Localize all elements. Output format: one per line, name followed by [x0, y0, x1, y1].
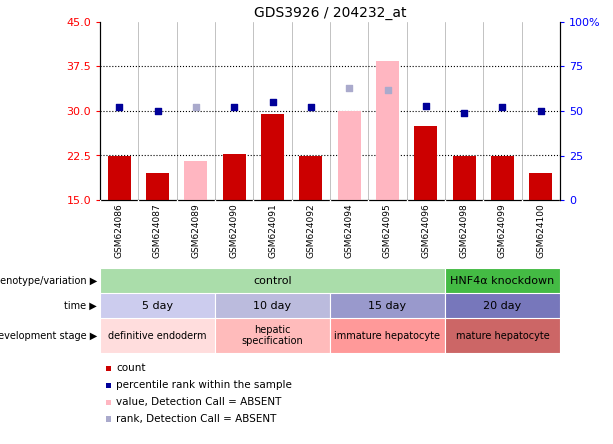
Text: definitive endoderm: definitive endoderm: [109, 330, 207, 341]
Text: 15 day: 15 day: [368, 301, 406, 310]
Bar: [452, 155, 476, 200]
Point: [536, 107, 546, 115]
Point: [191, 104, 200, 111]
Bar: [445, 318, 560, 353]
Bar: [185, 162, 207, 200]
Text: GSM624086: GSM624086: [115, 203, 124, 258]
Point: [306, 104, 316, 111]
Text: count: count: [116, 364, 146, 373]
Bar: [223, 155, 246, 200]
Point: [229, 104, 239, 111]
Text: GSM624099: GSM624099: [498, 203, 507, 258]
Bar: [530, 173, 552, 200]
Point: [345, 84, 354, 91]
Bar: [108, 155, 131, 200]
Point: [421, 102, 431, 109]
Text: percentile rank within the sample: percentile rank within the sample: [116, 381, 292, 390]
Text: mature hepatocyte: mature hepatocyte: [455, 330, 549, 341]
Bar: [330, 293, 445, 318]
Bar: [100, 268, 445, 293]
Point: [459, 109, 469, 116]
Text: 20 day: 20 day: [484, 301, 522, 310]
Text: GSM624087: GSM624087: [153, 203, 162, 258]
Text: control: control: [253, 275, 292, 285]
Bar: [491, 155, 514, 200]
Bar: [215, 293, 330, 318]
Text: genotype/variation ▶: genotype/variation ▶: [0, 275, 97, 285]
Point: [498, 104, 508, 111]
Text: 10 day: 10 day: [253, 301, 292, 310]
Point: [114, 104, 124, 111]
Bar: [445, 293, 560, 318]
Text: GSM624091: GSM624091: [268, 203, 277, 258]
Text: GSM624096: GSM624096: [421, 203, 430, 258]
Bar: [330, 318, 445, 353]
Text: time ▶: time ▶: [64, 301, 97, 310]
Text: HNF4α knockdown: HNF4α knockdown: [451, 275, 555, 285]
Bar: [100, 293, 215, 318]
Text: hepatic
specification: hepatic specification: [242, 325, 303, 346]
Bar: [261, 114, 284, 200]
Text: 5 day: 5 day: [142, 301, 173, 310]
Bar: [445, 268, 560, 293]
Point: [268, 99, 278, 106]
Bar: [100, 318, 215, 353]
Bar: [414, 126, 437, 200]
Text: development stage ▶: development stage ▶: [0, 330, 97, 341]
Point: [383, 86, 392, 93]
Text: GSM624100: GSM624100: [536, 203, 546, 258]
Text: GSM624089: GSM624089: [191, 203, 200, 258]
Text: rank, Detection Call = ABSENT: rank, Detection Call = ABSENT: [116, 414, 276, 424]
Title: GDS3926 / 204232_at: GDS3926 / 204232_at: [254, 6, 406, 20]
Text: immature hepatocyte: immature hepatocyte: [335, 330, 441, 341]
Text: GSM624092: GSM624092: [306, 203, 315, 258]
Text: value, Detection Call = ABSENT: value, Detection Call = ABSENT: [116, 397, 282, 407]
Text: GSM624090: GSM624090: [230, 203, 238, 258]
Bar: [215, 318, 330, 353]
Text: GSM624094: GSM624094: [345, 203, 354, 258]
Text: GSM624095: GSM624095: [383, 203, 392, 258]
Bar: [376, 60, 399, 200]
Bar: [338, 111, 360, 200]
Bar: [146, 173, 169, 200]
Bar: [299, 155, 322, 200]
Point: [153, 107, 162, 115]
Text: GSM624098: GSM624098: [460, 203, 469, 258]
